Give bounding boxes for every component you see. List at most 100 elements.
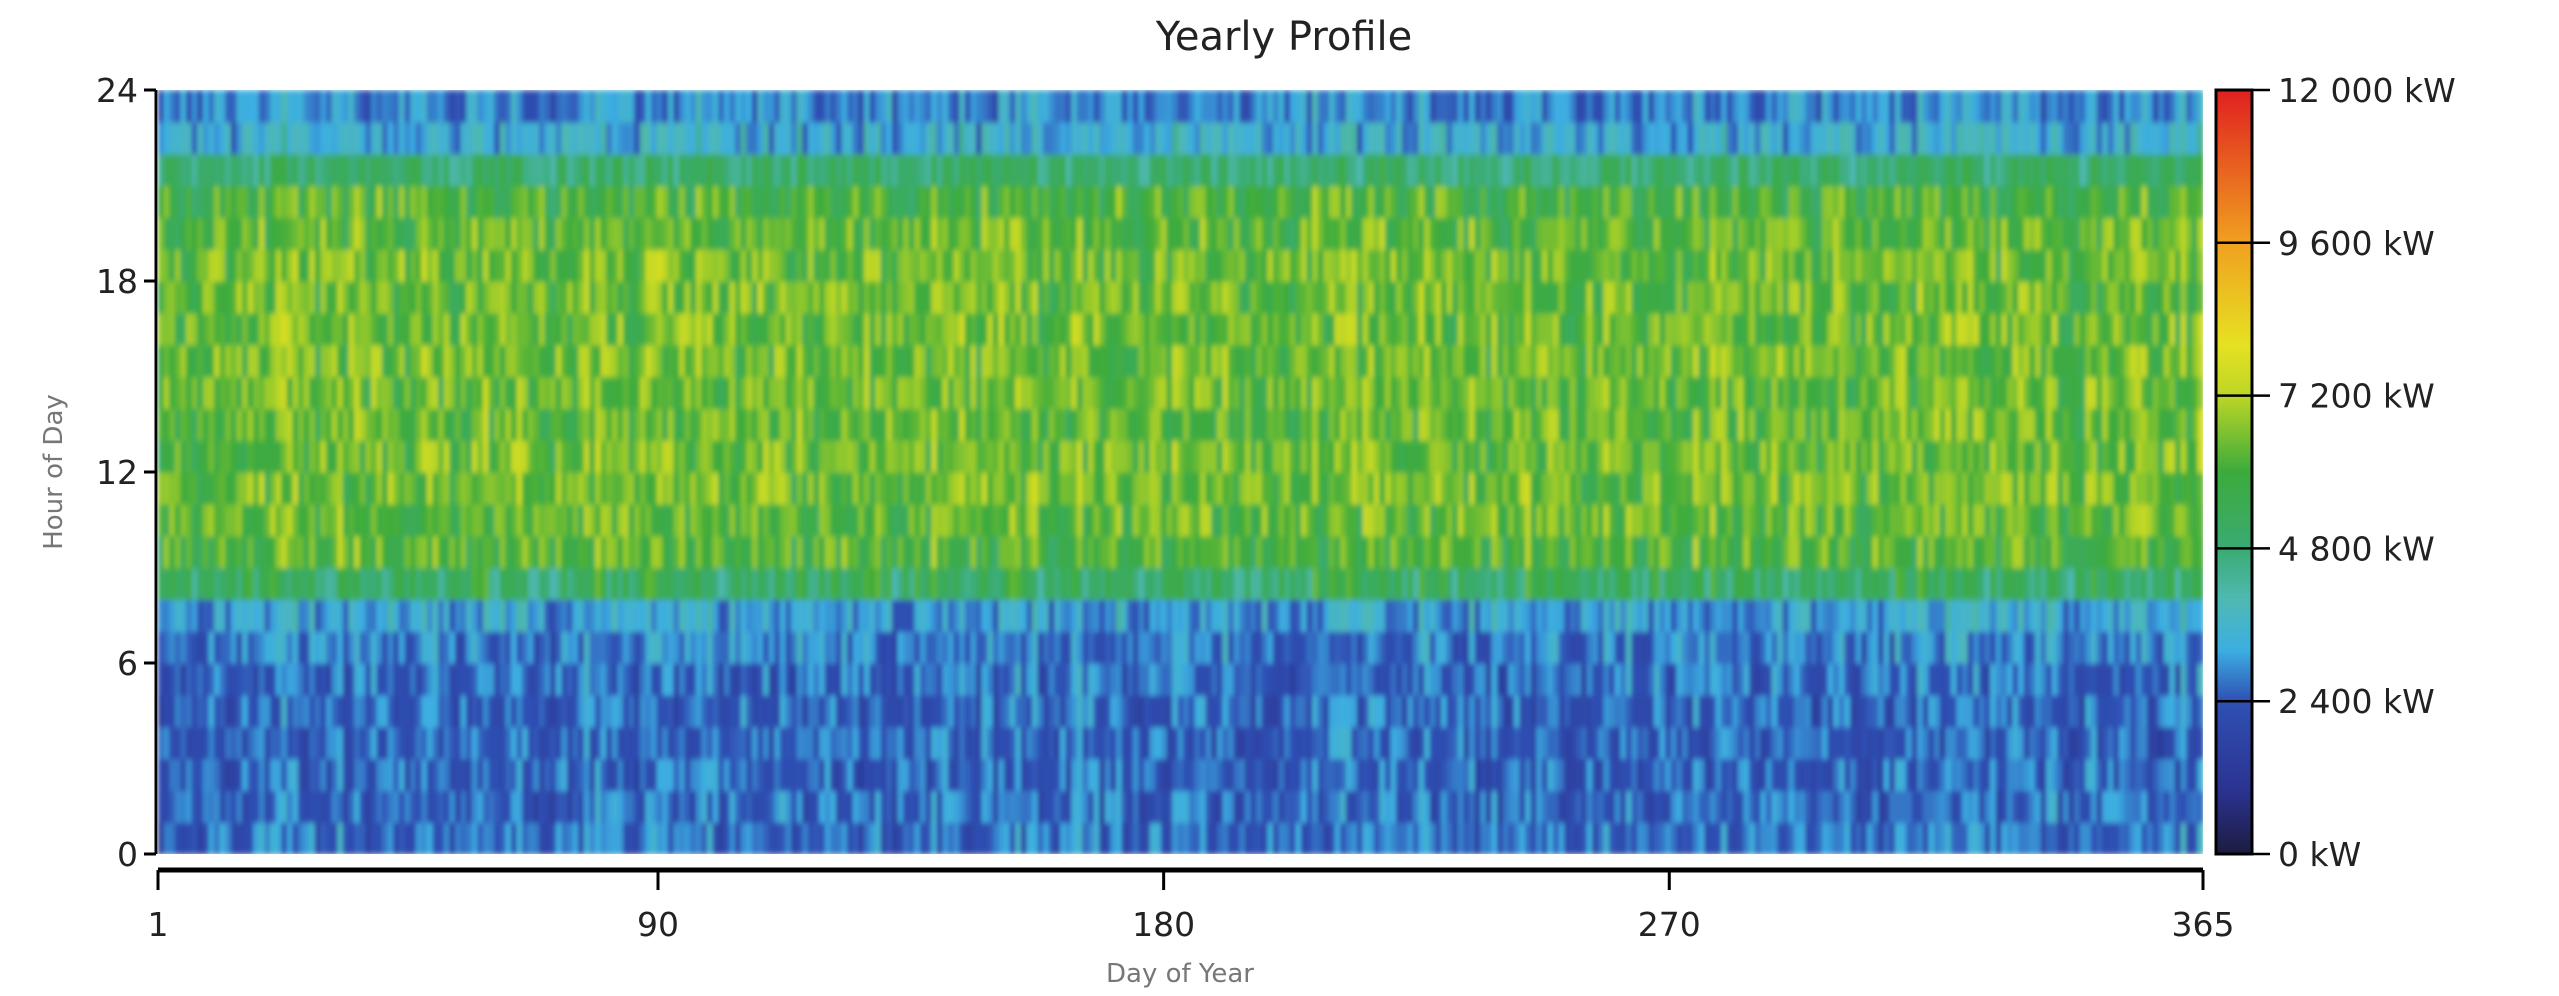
- heatmap-cell: [314, 503, 322, 537]
- heatmap-cell: [236, 312, 243, 346]
- heatmap-cell: [1138, 90, 1145, 123]
- heatmap-cell: [527, 217, 535, 250]
- heatmap-cell: [819, 599, 826, 632]
- heatmap-cell: [309, 344, 316, 378]
- heatmap-cell: [1188, 249, 1196, 282]
- heatmap-cell: [1144, 185, 1151, 219]
- heatmap-cell: [382, 503, 389, 537]
- heatmap-cell: [723, 376, 731, 410]
- heatmap-cell: [925, 726, 932, 760]
- heatmap-cell: [740, 408, 748, 441]
- heatmap-cell: [583, 822, 591, 854]
- heatmap-cell: [1205, 376, 1213, 410]
- heatmap-cell: [331, 249, 339, 282]
- heatmap-cell: [718, 440, 725, 473]
- heatmap-cell: [589, 503, 596, 537]
- heatmap-cell: [1138, 249, 1145, 282]
- heatmap-cell: [645, 153, 652, 187]
- heatmap-cell: [656, 440, 664, 473]
- heatmap-cell: [370, 472, 378, 505]
- heatmap-cell: [264, 790, 271, 823]
- heatmap-cell: [1205, 790, 1213, 823]
- heatmap-cell: [819, 440, 826, 473]
- heatmap-cell: [510, 344, 518, 378]
- heatmap-cell: [903, 153, 910, 187]
- heatmap-cell: [729, 472, 736, 505]
- heatmap-cell: [236, 631, 243, 664]
- heatmap-cell: [931, 567, 938, 601]
- heatmap-cell: [264, 599, 271, 632]
- heatmap-cell: [370, 758, 378, 792]
- heatmap-cell: [875, 408, 882, 441]
- heatmap-cell: [1233, 440, 1241, 473]
- heatmap-cell: [270, 376, 277, 410]
- heatmap-cell: [225, 631, 232, 664]
- heatmap-cell: [354, 694, 361, 728]
- heatmap-cell: [886, 440, 893, 473]
- heatmap-cell: [1127, 376, 1134, 410]
- heatmap-cell: [449, 631, 456, 664]
- heatmap-cell: [505, 503, 512, 537]
- heatmap-cell: [639, 153, 647, 187]
- heatmap-cell: [202, 281, 210, 314]
- heatmap-cell: [623, 121, 630, 155]
- heatmap-cell: [617, 790, 624, 823]
- heatmap-cell: [426, 217, 434, 250]
- heatmap-cell: [830, 249, 837, 282]
- heatmap-cell: [253, 694, 260, 728]
- heatmap-cell: [561, 503, 568, 537]
- heatmap-cell: [1032, 663, 1039, 696]
- heatmap-cell: [264, 822, 271, 854]
- heatmap-cell: [1228, 90, 1235, 123]
- heatmap-cell: [841, 472, 848, 505]
- heatmap-cell: [583, 599, 591, 632]
- heatmap-cell: [438, 249, 445, 282]
- heatmap-cell: [505, 726, 512, 760]
- heatmap-cell: [169, 249, 176, 282]
- heatmap-cell: [550, 376, 557, 410]
- heatmap-cell: [488, 153, 495, 187]
- heatmap-cell: [785, 153, 792, 187]
- heatmap-cell: [869, 185, 876, 219]
- heatmap-cell: [931, 758, 938, 792]
- heatmap-cell: [197, 249, 204, 282]
- heatmap-cell: [830, 567, 837, 601]
- heatmap-cell: [1082, 567, 1089, 601]
- heatmap-cell: [875, 726, 882, 760]
- heatmap-cell: [567, 90, 574, 123]
- heatmap-cell: [544, 90, 551, 123]
- heatmap-cell: [1300, 599, 1308, 632]
- heatmap-cell: [679, 440, 686, 473]
- heatmap-cell: [785, 408, 792, 441]
- heatmap-cell: [824, 281, 832, 314]
- heatmap-cell: [712, 153, 720, 187]
- heatmap-cell: [1194, 758, 1201, 792]
- heatmap-cell: [1132, 153, 1140, 187]
- heatmap-cell: [1037, 472, 1045, 505]
- heatmap-cell: [365, 217, 372, 250]
- heatmap-cell: [583, 185, 591, 219]
- heatmap-cell: [1149, 631, 1157, 664]
- heatmap-cell: [466, 758, 473, 792]
- heatmap-cell: [578, 249, 585, 282]
- heatmap-cell: [1060, 472, 1067, 505]
- heatmap-cell: [1284, 535, 1291, 569]
- heatmap-cell: [1267, 281, 1274, 314]
- heatmap-cell: [1272, 249, 1280, 282]
- heatmap-cell: [1183, 249, 1190, 282]
- heatmap-cell: [382, 535, 389, 569]
- heatmap-cell: [1222, 121, 1229, 155]
- heatmap-cell: [947, 822, 955, 854]
- heatmap-cell: [785, 790, 792, 823]
- heatmap-cell: [869, 694, 876, 728]
- heatmap-cell: [1222, 503, 1229, 537]
- heatmap-cell: [180, 631, 187, 664]
- heatmap-cell: [370, 694, 378, 728]
- heatmap-cell: [253, 535, 260, 569]
- heatmap-cell: [1026, 408, 1033, 441]
- heatmap-cell: [701, 217, 708, 250]
- heatmap-cell: [533, 726, 540, 760]
- heatmap-cell: [1228, 249, 1235, 282]
- heatmap-cell: [796, 758, 804, 792]
- heatmap-cell: [158, 376, 165, 410]
